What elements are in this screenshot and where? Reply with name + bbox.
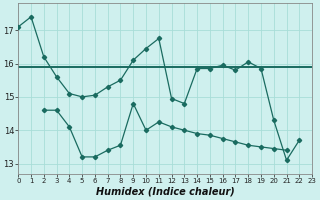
X-axis label: Humidex (Indice chaleur): Humidex (Indice chaleur) (96, 187, 235, 197)
